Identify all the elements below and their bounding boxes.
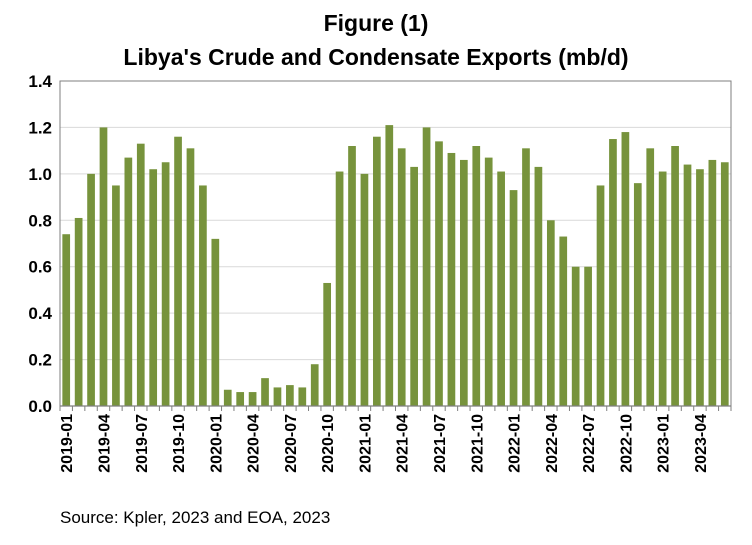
bar-2020-05: [261, 378, 269, 406]
x-tick-label: 2023-04: [693, 414, 710, 473]
x-tick-label: 2020-10: [320, 414, 337, 473]
bar-2021-08: [447, 152, 456, 406]
bar-2021-01: [360, 173, 369, 406]
bar-series: [62, 125, 729, 407]
x-tick-label: 2020-04: [246, 414, 263, 473]
bar-2019-08: [149, 169, 158, 406]
x-tick-label: 2021-10: [469, 414, 486, 473]
bar-2022-02: [522, 148, 530, 407]
bar-2019-03: [87, 173, 95, 406]
bar-2020-01: [211, 238, 220, 406]
bar-2021-06: [422, 127, 431, 406]
bar-2021-10: [472, 146, 481, 406]
bar-2021-12: [497, 171, 505, 406]
bar-2023-02: [671, 146, 679, 406]
x-tick-label: 2019-01: [59, 414, 76, 473]
bar-2022-09: [609, 139, 617, 407]
bar-2020-02: [223, 389, 232, 406]
y-tick-label: 0.4: [28, 304, 52, 323]
bar-2022-05: [559, 236, 568, 406]
bar-2020-04: [248, 392, 257, 406]
bar-2023-06: [720, 162, 729, 406]
bar-2019-02: [74, 217, 83, 406]
plot-frame: [59, 80, 732, 407]
x-tick-label: 2019-04: [96, 414, 113, 473]
bar-2021-02: [373, 136, 381, 406]
bar-2022-01: [509, 190, 518, 406]
bar-2020-08: [298, 387, 307, 406]
y-tick-label: 0.2: [28, 351, 52, 370]
x-tick-label: 2022-01: [507, 414, 524, 473]
y-tick-label: 1.0: [28, 165, 52, 184]
bar-2020-06: [273, 387, 282, 406]
bar-2019-12: [199, 185, 207, 406]
bar-2019-04: [99, 127, 108, 406]
bar-2021-05: [410, 166, 418, 406]
bar-2022-04: [546, 220, 555, 406]
bar-2023-01: [658, 171, 667, 406]
bar-2020-03: [236, 392, 245, 406]
bar-2023-04: [696, 169, 704, 406]
x-tick-label: 2021-01: [357, 414, 374, 473]
bar-2022-07: [584, 266, 592, 406]
bar-2022-06: [571, 266, 580, 406]
x-tick-label: 2022-10: [618, 414, 635, 473]
bar-2022-10: [621, 132, 630, 407]
bar-2020-12: [348, 146, 356, 406]
y-axis-ticks: 0.0 0.2 0.4 0.6 0.8 1.0 1.2 1.4: [28, 72, 52, 416]
y-tick-label: 0.0: [28, 397, 52, 416]
x-tick-label: 2020-01: [208, 414, 225, 473]
bar-2023-03: [683, 164, 692, 406]
bar-2021-04: [397, 148, 406, 407]
bar-2021-09: [459, 159, 468, 406]
bar-2019-06: [124, 157, 133, 406]
bar-2020-10: [323, 282, 332, 406]
bar-2019-10: [174, 136, 182, 406]
bar-2021-11: [484, 157, 493, 406]
x-tick-label: 2020-07: [283, 414, 300, 473]
y-tick-label: 1.2: [28, 118, 52, 137]
source-note: Source: Kpler, 2023 and EOA, 2023: [60, 508, 331, 527]
axes: [59, 80, 732, 407]
y-tick-label: 1.4: [28, 72, 52, 91]
y-tick-label: 0.6: [28, 258, 52, 277]
x-axis-ticks: 2019-01 2019-04 2019-07 2019-10 2020-01 2020-…: [59, 406, 732, 473]
x-tick-label: 2021-04: [395, 414, 412, 473]
x-tick-label: 2023-01: [656, 414, 673, 473]
x-tick-label: 2022-04: [544, 414, 561, 473]
bar-2020-09: [310, 364, 319, 406]
bar-2022-03: [534, 166, 543, 406]
x-tick-label: 2019-07: [134, 414, 151, 473]
bar-2019-05: [112, 185, 120, 406]
bar-2019-09: [161, 162, 170, 406]
bar-2019-11: [186, 148, 195, 407]
x-tick-label: 2019-10: [171, 414, 188, 473]
bar-2022-11: [633, 183, 642, 406]
chart-title: Libya's Crude and Condensate Exports (mb…: [123, 44, 629, 70]
y-tick-label: 0.8: [28, 211, 52, 230]
x-tick-label: 2022-07: [581, 414, 598, 473]
bar-2020-11: [335, 171, 344, 406]
gridlines: [60, 80, 731, 361]
bar-2020-07: [286, 385, 294, 406]
bar-2022-08: [596, 185, 605, 406]
bar-2019-01: [62, 234, 71, 406]
bar-2021-07: [435, 141, 443, 406]
bar-2023-05: [708, 159, 717, 406]
bar-2022-12: [646, 148, 655, 407]
bar-2019-07: [136, 143, 145, 406]
bar-2021-03: [385, 125, 394, 406]
figure-title: Figure (1): [323, 10, 429, 36]
x-tick-label: 2021-07: [432, 414, 449, 473]
